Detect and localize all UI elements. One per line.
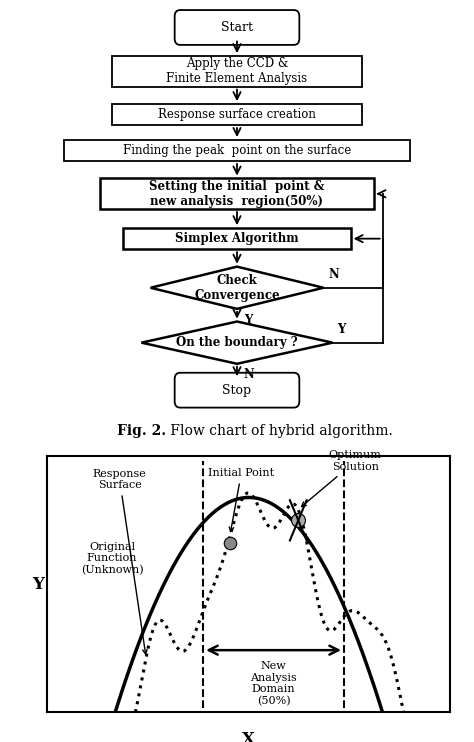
Text: Response
Surface: Response Surface xyxy=(93,469,147,654)
Text: Setting the initial  point &
new analysis  region(50%): Setting the initial point & new analysis… xyxy=(149,180,325,208)
Text: N: N xyxy=(328,269,339,281)
FancyBboxPatch shape xyxy=(123,228,351,249)
Text: Fig. 2.: Fig. 2. xyxy=(117,424,166,438)
Text: Initial Point: Initial Point xyxy=(208,468,274,531)
FancyBboxPatch shape xyxy=(112,104,362,125)
Text: Stop: Stop xyxy=(222,384,252,397)
FancyBboxPatch shape xyxy=(174,10,300,45)
Text: Y: Y xyxy=(32,576,44,593)
Text: Check
Convergence: Check Convergence xyxy=(194,274,280,302)
Text: Simplex Algorithm: Simplex Algorithm xyxy=(175,232,299,245)
Text: Flow chart of hybrid algorithm.: Flow chart of hybrid algorithm. xyxy=(166,424,392,438)
Text: Apply the CCD &
Finite Element Analysis: Apply the CCD & Finite Element Analysis xyxy=(166,57,308,85)
Polygon shape xyxy=(141,321,333,364)
Text: Y: Y xyxy=(244,314,252,327)
Text: Optimum
Solution: Optimum Solution xyxy=(301,450,382,507)
FancyBboxPatch shape xyxy=(112,56,362,87)
Text: X: X xyxy=(242,732,255,742)
Text: Response surface creation: Response surface creation xyxy=(158,108,316,121)
Polygon shape xyxy=(151,266,323,309)
Text: Finding the peak  point on the surface: Finding the peak point on the surface xyxy=(123,144,351,157)
FancyBboxPatch shape xyxy=(100,179,374,209)
Text: Start: Start xyxy=(221,21,253,34)
Text: Original
Function
(Unknown): Original Function (Unknown) xyxy=(81,542,143,575)
FancyBboxPatch shape xyxy=(64,140,410,161)
FancyBboxPatch shape xyxy=(174,372,300,407)
Text: On the boundary ?: On the boundary ? xyxy=(176,336,298,349)
Text: New
Analysis
Domain
(50%): New Analysis Domain (50%) xyxy=(250,661,297,706)
Text: N: N xyxy=(244,368,255,381)
Text: Y: Y xyxy=(337,324,346,336)
